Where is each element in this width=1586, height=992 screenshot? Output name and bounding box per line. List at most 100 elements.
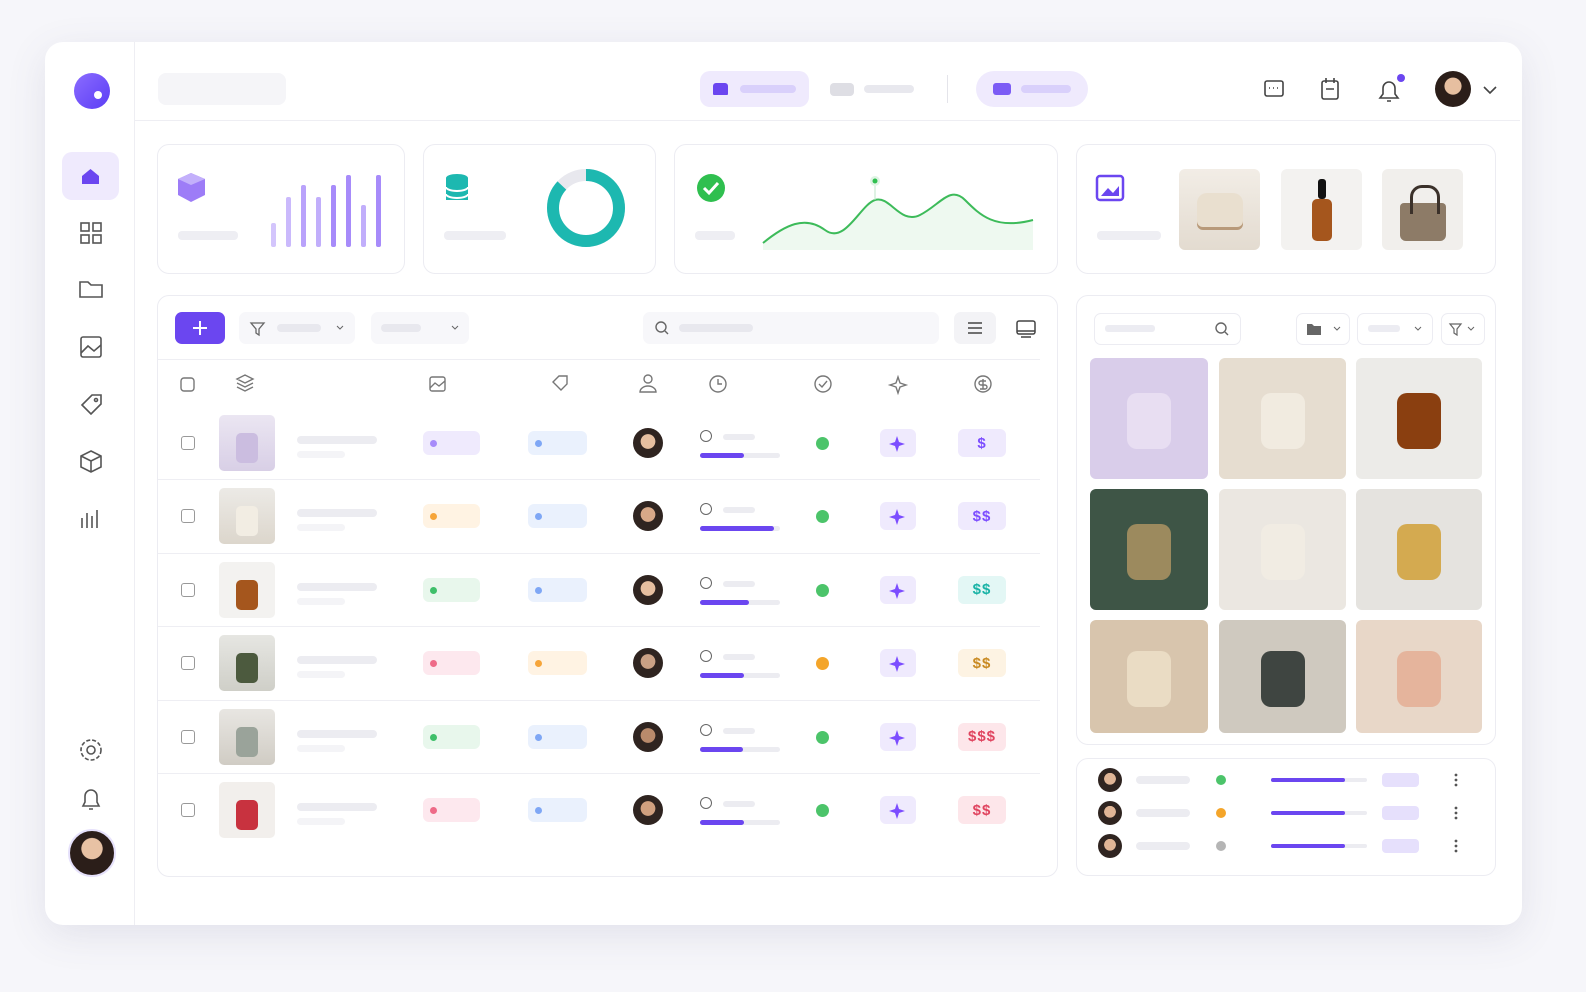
ai-button[interactable] (880, 722, 916, 751)
filter-dropdown[interactable] (1441, 313, 1485, 345)
tag-dot (535, 513, 542, 521)
grid-view[interactable] (1012, 312, 1040, 344)
status-dot (816, 730, 829, 744)
gallery-image[interactable] (1219, 620, 1346, 733)
progress-fill (700, 820, 744, 825)
gallery-image[interactable] (1090, 620, 1208, 733)
tab-active[interactable] (700, 71, 809, 107)
clock-icon (700, 503, 712, 516)
row-checkbox[interactable] (181, 509, 195, 524)
tag (528, 431, 587, 455)
row-checkbox[interactable] (181, 656, 195, 671)
tag-dot (430, 440, 437, 447)
more-menu[interactable] (1452, 805, 1460, 821)
search-placeholder (158, 73, 286, 105)
category-tag (423, 577, 480, 602)
add-button[interactable] (175, 312, 225, 344)
row-checkbox[interactable] (181, 803, 195, 817)
ai-button[interactable] (880, 796, 916, 824)
gallery-search[interactable] (1094, 313, 1241, 345)
gallery-object (1127, 650, 1171, 707)
product-shape (236, 506, 258, 537)
more-menu[interactable] (1452, 772, 1460, 788)
row-divider (158, 626, 1040, 628)
ai-button[interactable] (880, 575, 916, 604)
gallery-card (1076, 144, 1496, 274)
owner-avatar (633, 501, 663, 532)
chevron[interactable] (1482, 84, 1498, 96)
folder-dropdown[interactable] (1296, 313, 1350, 345)
tag (528, 651, 587, 676)
progress-fill (700, 746, 743, 752)
price-badge: $$ (958, 649, 1006, 678)
status-dot (816, 583, 829, 597)
price-badge: $$ (958, 502, 1006, 531)
tag (528, 724, 587, 749)
gallery-image[interactable] (1219, 489, 1346, 610)
tag-dot (430, 586, 437, 594)
divider (947, 75, 948, 103)
product-thumb (1179, 169, 1260, 250)
list-view[interactable] (954, 312, 996, 344)
name-placeholder (297, 729, 377, 738)
sub-placeholder (297, 818, 345, 825)
tag-dot (535, 586, 542, 594)
category-tag (423, 651, 480, 676)
sub-placeholder (297, 671, 345, 679)
tab-label (864, 85, 914, 93)
gallery-image[interactable] (1356, 358, 1482, 479)
ai-button[interactable] (880, 649, 916, 678)
owner-avatar (633, 721, 663, 752)
row-checkbox[interactable] (181, 436, 195, 450)
price-badge: $$$ (958, 722, 1006, 751)
member-avatar (1098, 834, 1122, 858)
row-checkbox[interactable] (181, 582, 195, 597)
gallery-image[interactable] (1219, 358, 1346, 479)
divider (158, 359, 1040, 360)
progress-fill (700, 526, 774, 532)
name-placeholder (1136, 809, 1190, 817)
gallery-image[interactable] (1090, 489, 1208, 610)
status-dot (816, 510, 829, 524)
table-search[interactable] (643, 312, 939, 344)
gallery-image[interactable] (1356, 489, 1482, 610)
ai-button[interactable] (880, 429, 916, 457)
gallery-object (1260, 650, 1305, 707)
status-dot (816, 657, 829, 671)
gallery-image[interactable] (1090, 358, 1208, 479)
row-divider (158, 773, 1040, 774)
filter-dropdown[interactable] (239, 312, 355, 344)
owner-avatar (633, 795, 663, 825)
sort-dropdown[interactable] (1357, 313, 1433, 345)
top-icons[interactable] (1258, 72, 1408, 106)
profile-avatar[interactable] (1435, 71, 1471, 107)
time-placeholder (723, 434, 755, 440)
row-checkbox[interactable] (181, 729, 195, 744)
owner-avatar (633, 648, 663, 679)
name-placeholder (1136, 776, 1190, 784)
category-tag (423, 798, 480, 822)
gallery-image[interactable] (1356, 620, 1482, 733)
role-pill (1382, 773, 1419, 787)
tab[interactable] (830, 83, 854, 96)
tab-messages[interactable] (976, 71, 1088, 107)
product-shape (236, 433, 258, 463)
product-thumb (1281, 169, 1362, 250)
more-menu[interactable] (1452, 838, 1460, 854)
sort-dropdown[interactable] (371, 312, 469, 344)
logo (74, 73, 110, 109)
nav-settings[interactable] (70, 735, 114, 815)
progress-fill (1271, 844, 1345, 848)
ai-button[interactable] (880, 502, 916, 531)
nav-home[interactable] (62, 152, 119, 200)
nav-icons[interactable] (70, 215, 114, 545)
product-image (219, 488, 275, 545)
progress-fill (700, 599, 749, 605)
time-placeholder (723, 580, 755, 587)
gallery-object (1260, 523, 1305, 580)
user-avatar[interactable] (68, 829, 116, 877)
tag-dot (535, 733, 542, 741)
tag (528, 577, 587, 602)
sub-placeholder (297, 744, 345, 752)
